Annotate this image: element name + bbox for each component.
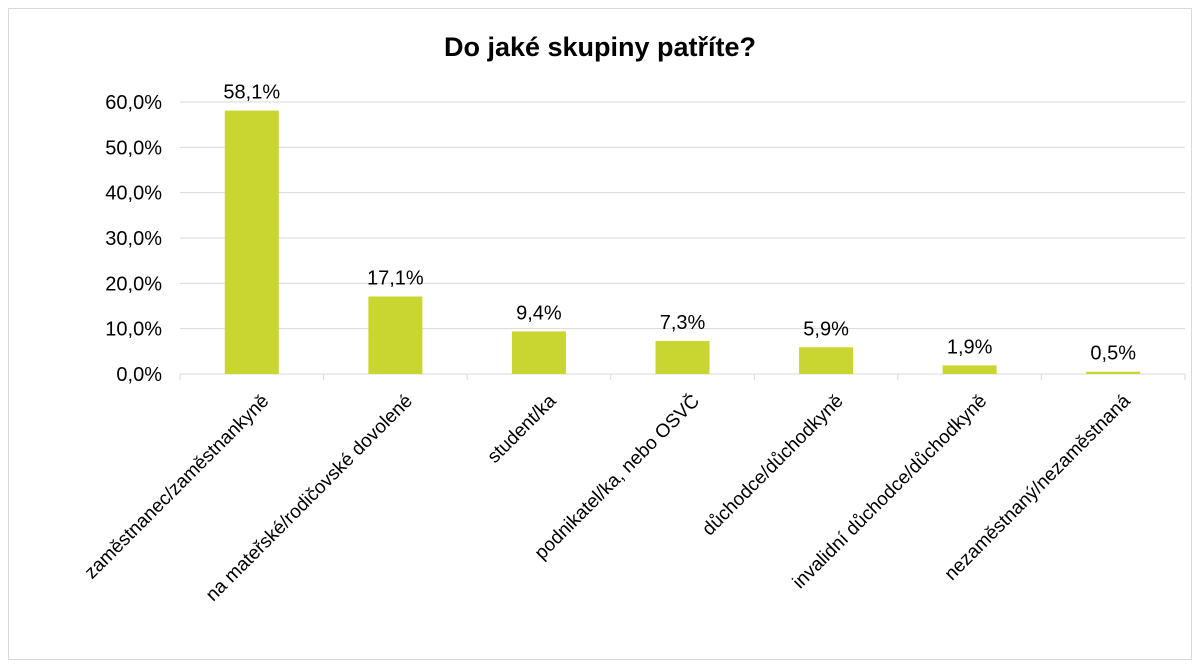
bar	[511, 331, 566, 374]
bar	[655, 340, 710, 374]
x-tick-label: podnikatel/ka, nebo OSVČ	[530, 390, 704, 564]
y-tick-label: 60,0%	[105, 92, 162, 114]
y-tick-label: 0,0%	[116, 364, 162, 386]
x-tick-label: student/ka	[484, 390, 561, 467]
x-tick-label: důchodce/důchodkyně	[698, 391, 847, 540]
bar	[224, 110, 279, 374]
bar	[942, 365, 997, 374]
y-tick-label: 20,0%	[105, 273, 162, 295]
data-label: 17,1%	[367, 267, 424, 289]
data-label: 0,5%	[1090, 343, 1136, 365]
data-label: 1,9%	[947, 336, 993, 358]
bar	[368, 296, 423, 374]
data-label: 7,3%	[660, 312, 706, 334]
bar	[1086, 371, 1141, 374]
chart-frame	[8, 8, 1192, 660]
y-tick-label: 30,0%	[105, 228, 162, 250]
data-label: 58,1%	[223, 82, 280, 104]
bar	[799, 347, 854, 374]
data-label: 5,9%	[803, 318, 849, 340]
y-tick-label: 50,0%	[105, 137, 162, 159]
chart-title: Do jaké skupiny patříte?	[443, 32, 757, 62]
data-label: 9,4%	[516, 302, 562, 324]
y-tick-label: 40,0%	[105, 183, 162, 205]
y-tick-label: 10,0%	[105, 319, 162, 341]
